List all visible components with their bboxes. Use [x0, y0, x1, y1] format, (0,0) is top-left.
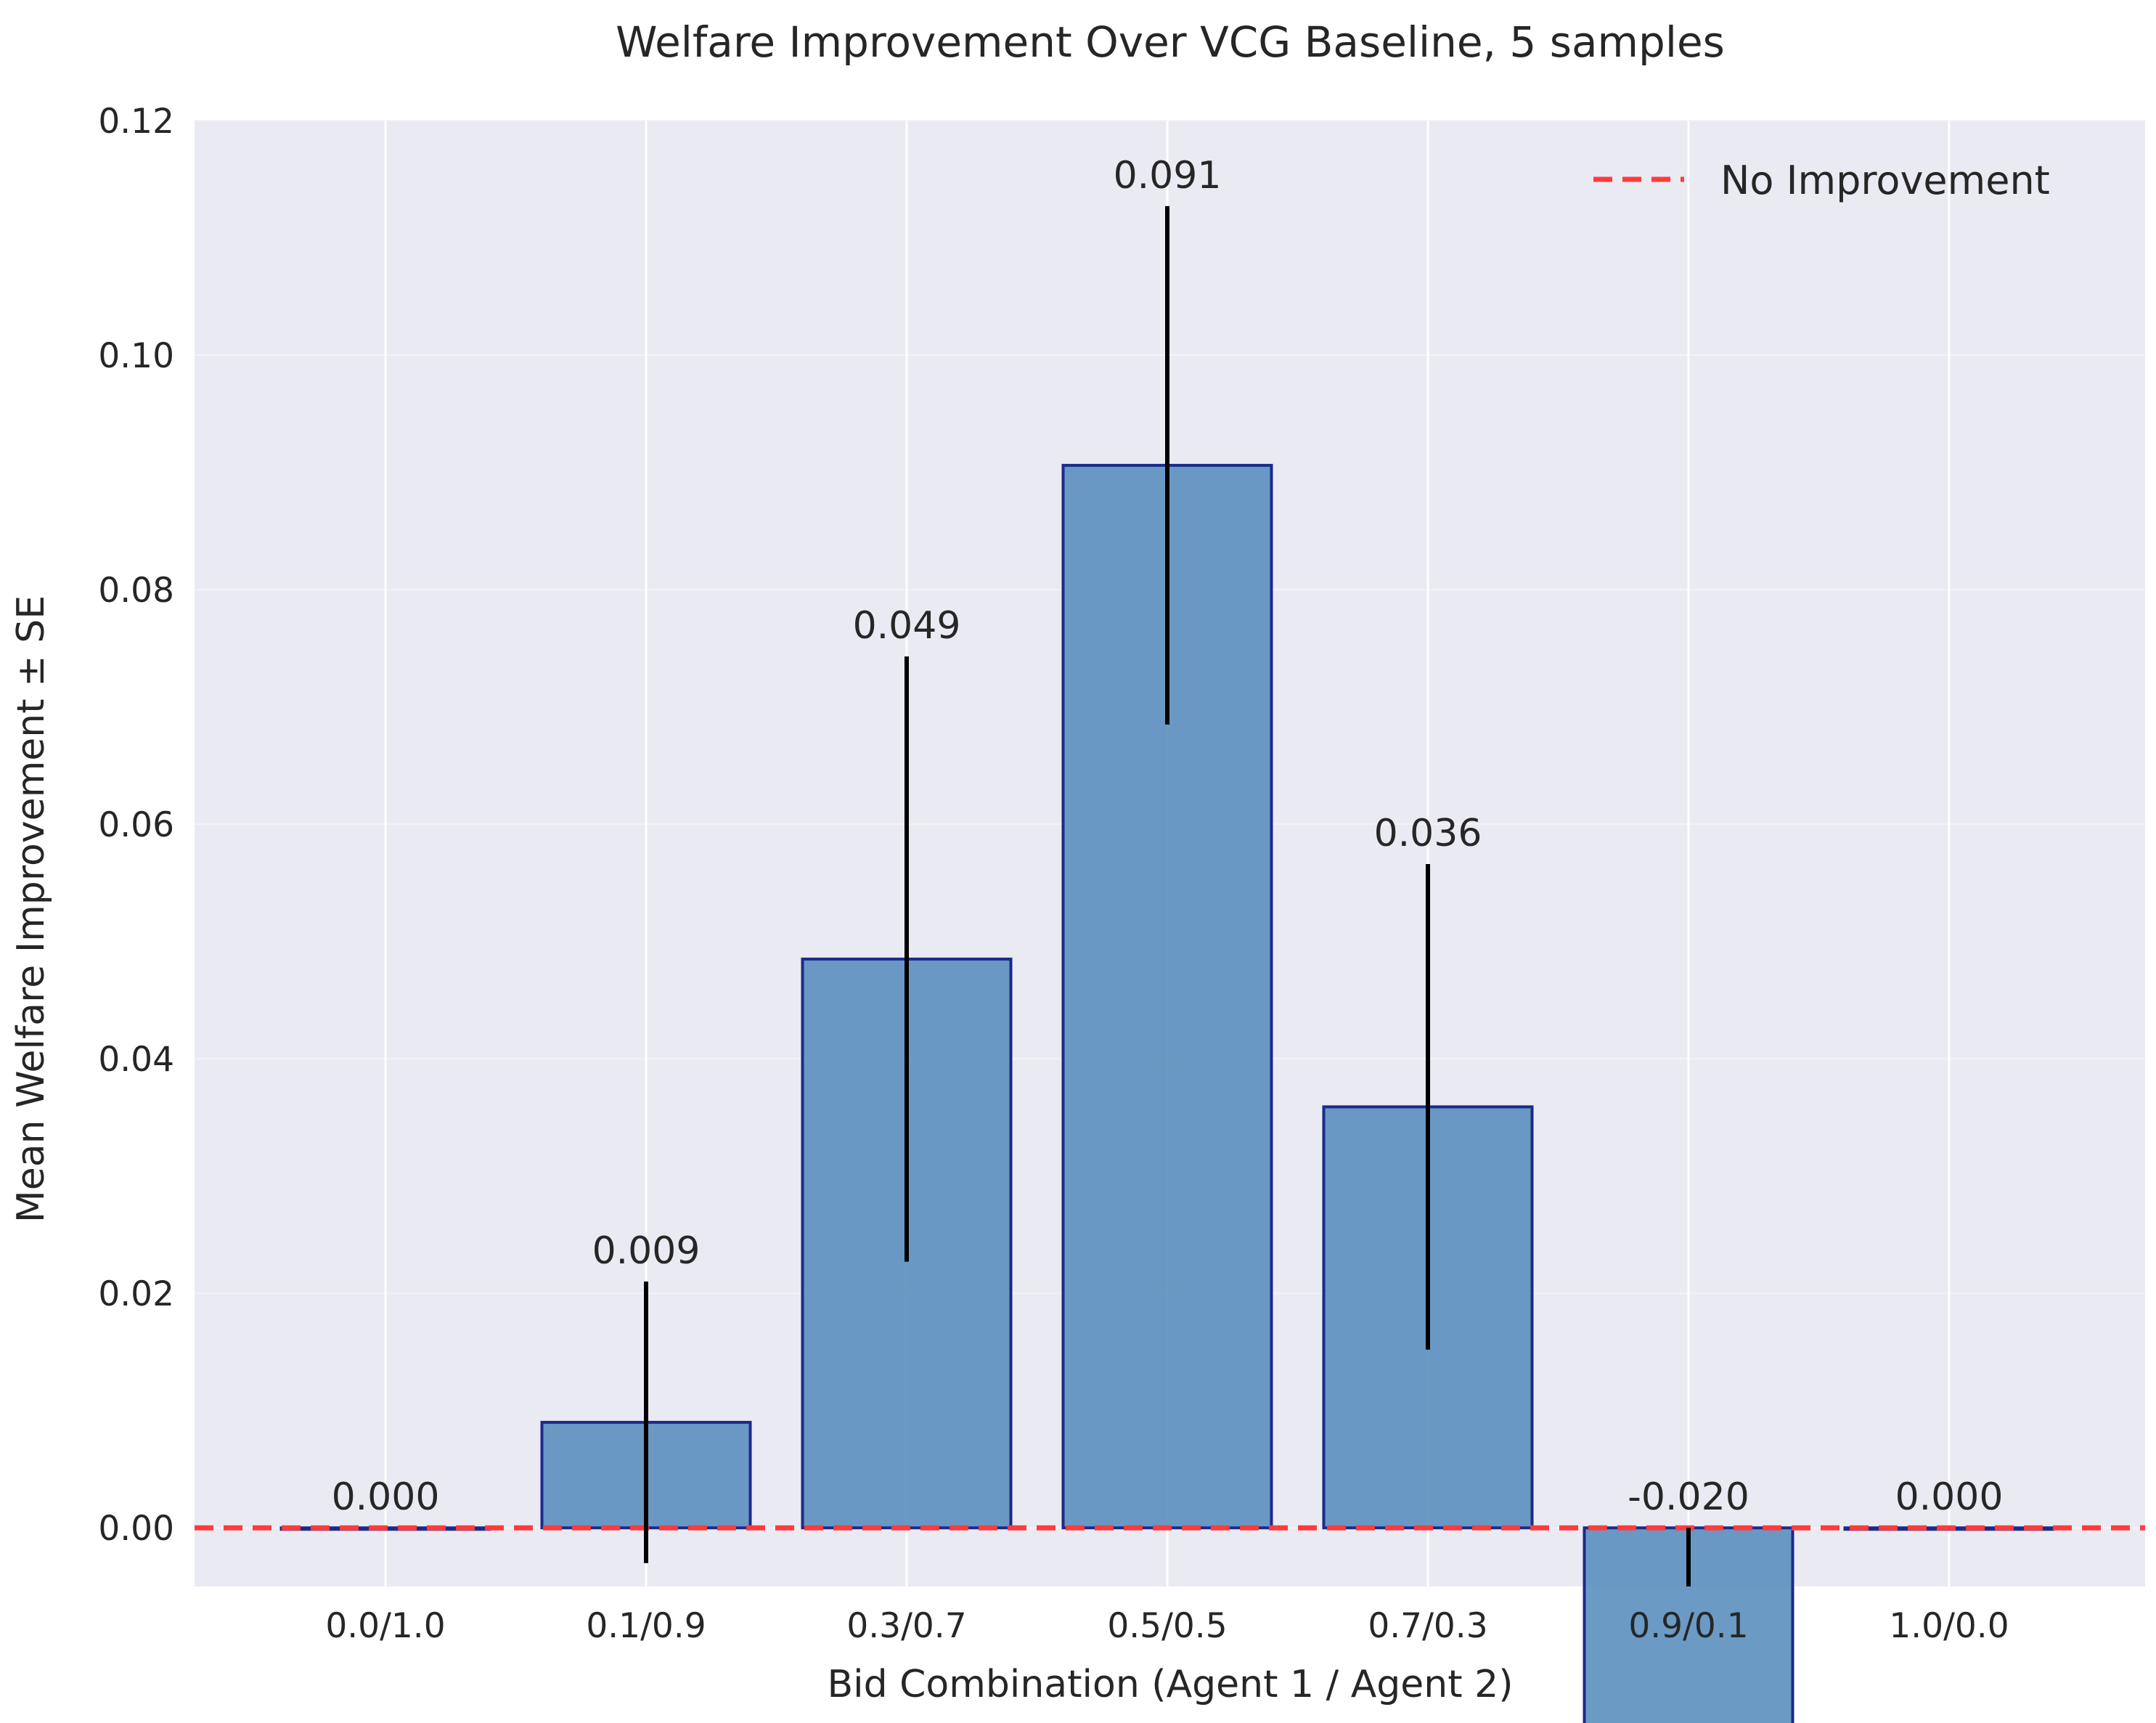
data-label-3: 0.091 — [1114, 154, 1222, 197]
y-tick-label-4: 0.08 — [98, 571, 174, 611]
y-tick-label-2: 0.04 — [98, 1040, 174, 1080]
x-tick-label-6: 1.0/0.0 — [1889, 1606, 2009, 1646]
error-bars — [644, 205, 1691, 1586]
legend: No Improvement — [1593, 158, 2050, 203]
y-axis-label: Mean Welfare Improvement ± SE — [9, 595, 53, 1223]
x-tick-label-5: 0.9/0.1 — [1628, 1606, 1748, 1646]
x-tick-label-2: 0.3/0.7 — [846, 1606, 966, 1646]
data-label-6: 0.000 — [1895, 1475, 2004, 1519]
x-axis-label: Bid Combination (Agent 1 / Agent 2) — [827, 1663, 1513, 1706]
y-tick-label-5: 0.10 — [98, 336, 174, 376]
data-label-4: 0.036 — [1374, 812, 1482, 855]
chart-title: Welfare Improvement Over VCG Baseline, 5… — [616, 17, 1725, 67]
data-label-1: 0.009 — [592, 1229, 701, 1273]
data-label-5: -0.020 — [1628, 1475, 1749, 1519]
x-axis-ticks: 0.0/1.0 0.1/0.9 0.3/0.7 0.5/0.5 0.7/0.3 0.9/0… — [325, 1606, 2009, 1646]
data-label-2: 0.049 — [853, 604, 961, 648]
y-tick-label-3: 0.06 — [98, 805, 174, 845]
y-tick-label-6: 0.12 — [98, 102, 174, 142]
y-tick-label-0: 0.00 — [98, 1509, 174, 1549]
y-axis-ticks: 0.00 0.02 0.04 0.06 0.08 0.10 0.12 — [98, 102, 174, 1549]
data-label-0: 0.000 — [332, 1475, 440, 1519]
legend-entry-no-improvement: No Improvement — [1720, 158, 2050, 203]
y-tick-label-1: 0.02 — [98, 1274, 174, 1314]
x-tick-label-1: 0.1/0.9 — [586, 1606, 706, 1646]
data-labels: 0.000 0.009 0.049 0.091 0.036 -0.020 0.000 — [332, 154, 2004, 1519]
x-tick-label-0: 0.0/1.0 — [325, 1606, 445, 1646]
x-tick-label-4: 0.7/0.3 — [1368, 1606, 1487, 1646]
x-tick-label-3: 0.5/0.5 — [1107, 1606, 1227, 1646]
